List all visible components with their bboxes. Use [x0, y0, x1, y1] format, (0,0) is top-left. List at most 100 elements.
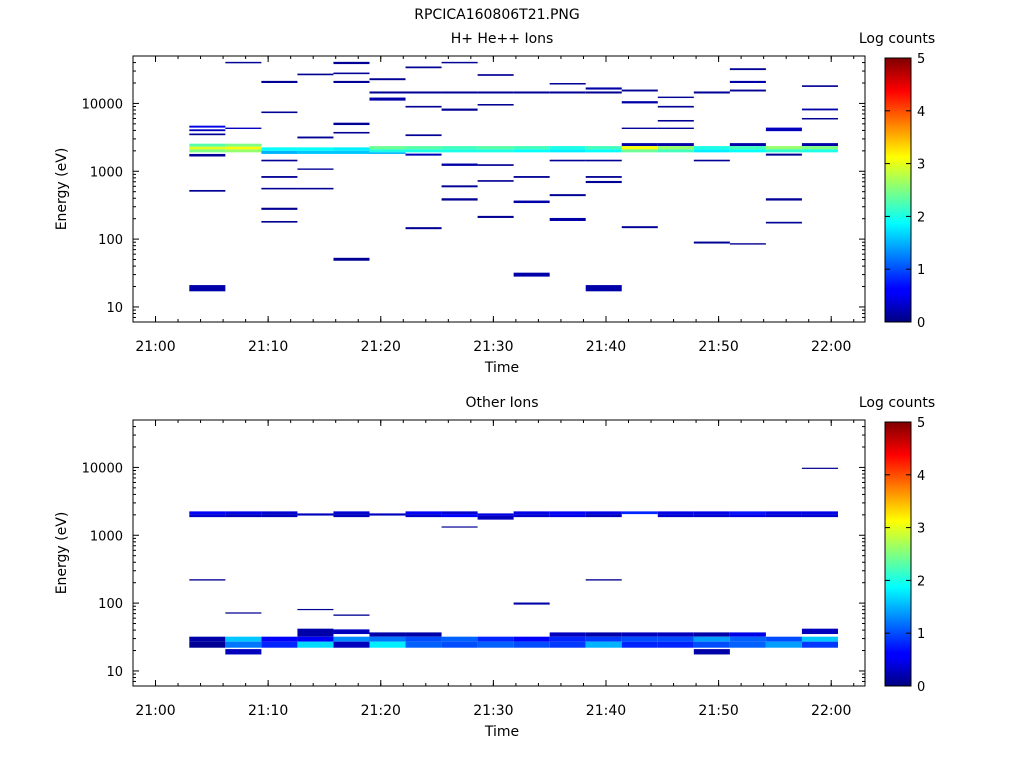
heatmap-cell	[189, 514, 226, 518]
heatmap-cell	[729, 146, 766, 150]
heatmap-cell	[297, 513, 334, 516]
heatmap-cell	[333, 629, 370, 635]
heatmap-cell	[189, 146, 226, 150]
heatmap-cell	[369, 513, 406, 516]
heatmap-cell	[513, 514, 550, 518]
heatmap-cell	[405, 146, 442, 150]
heatmap-cell	[693, 91, 730, 94]
heatmap-cell	[513, 149, 550, 153]
heatmap-cell	[801, 511, 838, 515]
plot-frame	[132, 419, 866, 687]
heatmap-cell	[801, 143, 838, 147]
y-tick-label: 10000	[82, 97, 123, 112]
x-axis-ticks	[132, 420, 855, 686]
y-tick-label: 1000	[90, 529, 123, 544]
heatmap-cell	[765, 636, 802, 642]
heatmap-cell	[225, 127, 262, 129]
heatmap-cell	[729, 511, 766, 515]
heatmap-cell	[729, 80, 766, 83]
heatmap-cell	[801, 467, 838, 469]
x-tick-label: 21:30	[473, 339, 513, 355]
heatmap-cell	[261, 111, 298, 114]
colorbar-label: Log counts	[859, 395, 935, 411]
heatmap-cell	[585, 180, 622, 184]
heatmap-cell	[765, 146, 802, 150]
heatmap-cell	[189, 143, 226, 147]
heatmap-cell	[261, 207, 298, 210]
panel-title: H+ He++ Ions	[451, 31, 554, 47]
heatmap-cell	[549, 159, 586, 162]
heatmap-cell	[549, 641, 586, 648]
colorbar-tick-label: 5	[917, 52, 925, 67]
heatmap-cell	[225, 149, 262, 153]
heatmap-cell	[405, 641, 442, 648]
heatmap-cell	[585, 149, 622, 153]
heatmap-cell	[693, 146, 730, 150]
heatmap-cell	[333, 614, 370, 616]
colorbar-tick-label: 0	[917, 316, 925, 331]
heatmap-cell	[801, 149, 838, 153]
heatmap-cell	[441, 641, 478, 648]
heatmap-cell	[441, 198, 478, 201]
heatmap-cell	[765, 511, 802, 515]
heatmap-cell	[657, 632, 694, 637]
heatmap-cell	[189, 511, 226, 515]
heatmap-cell	[693, 511, 730, 515]
colorbar-label: Log counts	[859, 31, 935, 47]
heatmap-cell	[477, 91, 514, 94]
heatmap-cells	[189, 467, 838, 655]
heatmap-cell	[441, 108, 478, 111]
colorbar	[884, 57, 912, 323]
heatmap-cell	[513, 200, 550, 204]
heatmap-cell	[297, 641, 334, 648]
y-axis-ticks	[133, 55, 865, 323]
heatmap-cell	[693, 514, 730, 518]
x-tick-label: 21:10	[248, 703, 288, 719]
heatmap-cell	[225, 143, 262, 147]
heatmap-cell	[297, 628, 334, 637]
heatmap-cell	[657, 119, 694, 122]
heatmap-cell	[729, 632, 766, 637]
y-tick-label: 100	[98, 233, 123, 248]
heatmap-cell	[513, 602, 550, 605]
heatmap-cell	[225, 61, 262, 64]
heatmap-cell	[369, 636, 406, 642]
heatmap-cell	[621, 146, 658, 150]
heatmap-cell	[549, 511, 586, 515]
plot-frame	[132, 55, 866, 323]
heatmap-cell	[441, 526, 478, 528]
heatmap-cell	[693, 159, 730, 162]
heatmap-cell	[657, 641, 694, 648]
heatmap-cell	[333, 122, 370, 126]
heatmap-cell	[657, 511, 694, 515]
heatmap-cell	[333, 511, 370, 515]
heatmap-cell	[441, 149, 478, 153]
heatmap-cell	[369, 149, 406, 153]
heatmap-cell	[513, 636, 550, 642]
heatmap-cell	[549, 149, 586, 153]
heatmap-cell	[225, 649, 262, 655]
heatmap-cell	[801, 641, 838, 648]
heatmap-cell	[621, 101, 658, 104]
x-tick-label: 21:40	[586, 703, 626, 719]
heatmap-cell	[549, 217, 586, 221]
heatmap-cell	[657, 127, 694, 129]
heatmap-cell	[657, 105, 694, 108]
heatmap-cell	[405, 149, 442, 153]
heatmap-cell	[621, 632, 658, 637]
heatmap-cell	[549, 146, 586, 150]
heatmap-cell	[765, 641, 802, 648]
heatmap-cell	[333, 61, 370, 65]
heatmap-cell	[297, 136, 334, 139]
heatmap-cell	[549, 83, 586, 85]
heatmap-cell	[369, 632, 406, 637]
heatmap-cell	[477, 636, 514, 642]
heatmap-cell	[549, 91, 586, 94]
y-tick-label: 10	[106, 301, 123, 316]
heatmap-cell	[333, 131, 370, 134]
heatmap-cell	[477, 641, 514, 648]
heatmap-cell	[477, 104, 514, 106]
heatmap-cell	[621, 226, 658, 229]
y-tick-label: 10000	[82, 461, 123, 476]
